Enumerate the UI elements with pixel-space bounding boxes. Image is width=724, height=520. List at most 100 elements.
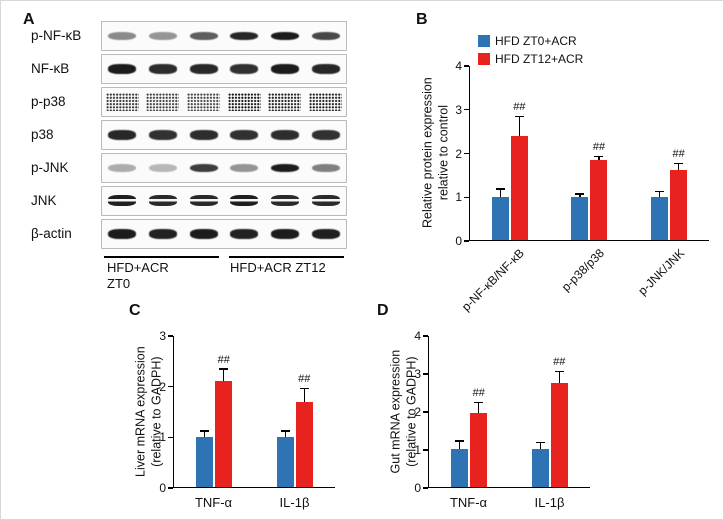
blot-band xyxy=(230,163,259,172)
blot-band xyxy=(148,129,177,140)
group-label-zt12: HFD+ACR ZT12 xyxy=(230,260,326,276)
errorbar-cap xyxy=(299,387,309,390)
significance-marker: ## xyxy=(592,141,606,154)
significance-marker: ## xyxy=(553,356,566,369)
x-tick-label: p-NF-κB/NF-κB xyxy=(459,246,527,314)
bar-with-errorbar xyxy=(196,336,214,487)
errorbar-cap xyxy=(455,440,465,442)
x-tick-label: TNF-α xyxy=(449,495,488,510)
blot-image xyxy=(101,86,347,117)
blot-band xyxy=(311,63,340,74)
group-label-zt0: HFD+ACR ZT0 xyxy=(107,260,169,293)
blot-protein-label: p-NF-κB xyxy=(31,28,82,43)
bar xyxy=(550,383,568,487)
legend-label: HFD ZT12+ACR xyxy=(495,52,584,66)
errorbar-line xyxy=(658,191,661,197)
bar-group: ## xyxy=(276,336,313,487)
blot-band xyxy=(268,92,302,111)
bar xyxy=(510,135,528,240)
bar-group: ## xyxy=(531,336,568,487)
errorbar-line xyxy=(558,371,560,384)
bar xyxy=(531,449,549,487)
legend-swatch-red xyxy=(478,53,490,65)
blot-band xyxy=(227,92,261,111)
errorbar-cap xyxy=(575,193,585,195)
blot-band xyxy=(230,228,259,239)
x-axis-labels: TNF-α IL-1β xyxy=(173,492,335,512)
significance-marker: ## xyxy=(298,373,311,386)
blot-band xyxy=(146,92,180,111)
errorbar-cap xyxy=(514,115,524,118)
errorbar-line xyxy=(284,430,286,437)
blot-band xyxy=(230,31,259,40)
blot-band xyxy=(311,163,340,172)
blot-row: p-NF-κB xyxy=(31,19,347,52)
blot-protein-label: β-actin xyxy=(31,226,72,241)
chart-legend: HFD ZT0+ACR HFD ZT12+ACR xyxy=(478,34,583,66)
bar xyxy=(571,196,589,240)
blot-band xyxy=(148,195,177,206)
bar xyxy=(491,196,509,240)
bar xyxy=(295,402,313,487)
errorbar-line xyxy=(223,368,225,382)
blot-image xyxy=(101,152,347,183)
blot-band xyxy=(189,163,218,172)
bar xyxy=(470,413,488,487)
blot-row: p-JNK xyxy=(31,151,347,184)
chart-liver-mrna: Liver mRNA expression (relative to GADPH… xyxy=(131,301,361,516)
significance-marker: ## xyxy=(217,353,230,366)
blot-band xyxy=(148,163,177,172)
blot-row: p38 xyxy=(31,118,347,151)
bar-with-errorbar xyxy=(531,336,549,487)
bar xyxy=(451,449,469,487)
legend-swatch-blue xyxy=(478,35,490,47)
errorbar-line xyxy=(499,188,502,197)
group-line-zt12 xyxy=(229,256,344,258)
chart-protein-expression: Relative protein expression relative to … xyxy=(416,31,716,314)
bar xyxy=(276,436,294,487)
group-line-zt0 xyxy=(104,256,219,258)
legend-item-zt12: HFD ZT12+ACR xyxy=(478,52,583,66)
group-label-line: ZT0 xyxy=(107,276,131,292)
plot-area: ## ## ## xyxy=(469,66,709,241)
western-blot-panel: p-NF-κB NF-κB p-p38 p38 p-JNK JNK β-actin xyxy=(31,19,347,250)
x-tick-label: p-JNK/JNK xyxy=(635,246,687,298)
panel-a-label: A xyxy=(23,11,35,28)
significance-marker: ## xyxy=(672,148,685,161)
significance-marker: ## xyxy=(513,101,526,114)
bar-group: ## xyxy=(491,66,528,240)
legend-item-zt0: HFD ZT0+ACR xyxy=(478,34,583,48)
blot-band xyxy=(189,63,218,74)
x-tick-label: TNF-α xyxy=(194,495,233,510)
blot-band xyxy=(311,129,340,140)
plot-area: ## ## xyxy=(428,336,590,488)
errorbar-line xyxy=(598,156,600,160)
blot-band xyxy=(311,228,340,239)
blot-band xyxy=(309,92,343,111)
x-tick-label: IL-1β xyxy=(534,495,565,510)
bar-with-errorbar: ## xyxy=(550,336,568,487)
blot-band xyxy=(187,92,221,111)
blot-band xyxy=(270,31,299,40)
chart-gut-mrna: Gut mRNA expression (relative to GADPH) … xyxy=(386,301,616,516)
blot-band xyxy=(189,228,218,239)
blot-band xyxy=(189,129,218,140)
blot-band xyxy=(230,63,259,74)
blot-image xyxy=(101,185,347,216)
blot-band xyxy=(148,31,177,40)
errorbar-line xyxy=(539,442,541,450)
errorbar-cap xyxy=(655,190,665,193)
errorbar-line xyxy=(204,430,206,437)
bar-group: ## xyxy=(451,336,488,487)
x-axis-labels: TNF-α IL-1β xyxy=(428,492,590,512)
errorbar-cap xyxy=(674,162,684,165)
errorbar-line xyxy=(518,116,521,136)
blot-band xyxy=(108,63,137,74)
blot-band xyxy=(189,31,218,40)
bar-with-errorbar: ## xyxy=(215,336,233,487)
legend-label: HFD ZT0+ACR xyxy=(495,34,577,48)
errorbar-line xyxy=(677,163,680,171)
blot-protein-label: p-p38 xyxy=(31,94,66,109)
